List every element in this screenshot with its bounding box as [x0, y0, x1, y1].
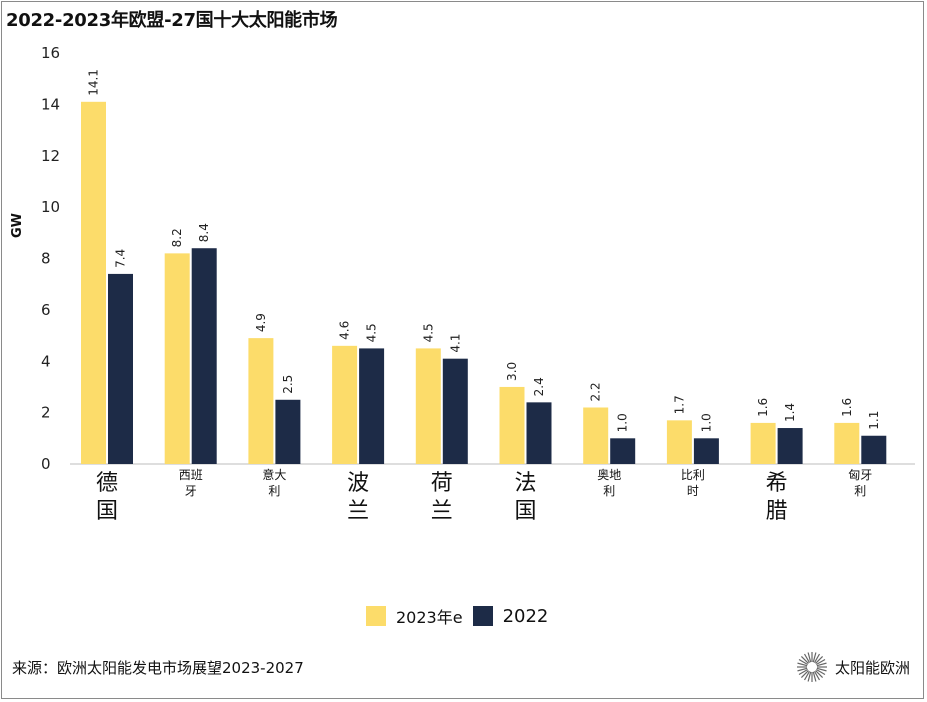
bar-2023: [164, 253, 190, 464]
y-tick-label: 0: [41, 455, 51, 473]
category-label: 西班: [179, 468, 203, 482]
y-tick-label: 8: [41, 250, 51, 268]
brand-logo: 太阳能欧洲: [795, 650, 910, 684]
data-label-2022: 2.5: [281, 375, 295, 394]
legend-swatch-2023: [366, 606, 386, 626]
category-label: 腊: [766, 499, 788, 524]
category-label: 兰: [347, 499, 369, 524]
bar-2023: [583, 407, 609, 464]
bar-2023: [499, 386, 525, 464]
bar-2022: [442, 358, 468, 464]
category-label: 意大: [262, 467, 286, 482]
data-label-2022: 1.0: [616, 413, 630, 432]
bar-2023: [81, 101, 106, 465]
y-tick-label: 2: [41, 404, 51, 422]
data-label-2022: 8.4: [197, 223, 211, 242]
chart-title: 2022-2023年欧盟-27国十大太阳能市场: [6, 10, 338, 31]
category-label: 奥地: [597, 468, 621, 482]
category-label: 法: [514, 471, 536, 496]
data-label-2022: 4.1: [448, 334, 462, 353]
category-label: 比利: [681, 468, 705, 482]
y-tick-label: 16: [41, 44, 60, 62]
bar-2022: [108, 273, 133, 464]
bar-2022: [275, 399, 301, 464]
bar-2023: [834, 422, 860, 464]
bar-2023: [415, 348, 441, 464]
bar-2022: [777, 428, 803, 464]
category-label: 国: [96, 499, 118, 524]
category-label: 牙: [185, 484, 197, 498]
bar-2023: [750, 422, 776, 464]
data-label-2022: 1.1: [867, 411, 881, 430]
bar-2022: [861, 435, 887, 464]
y-tick-label: 10: [41, 198, 60, 216]
y-tick-label: 4: [41, 352, 51, 370]
data-label-2022: 2.4: [532, 377, 546, 396]
bar-2023: [248, 338, 274, 464]
bar-2022: [359, 348, 385, 464]
category-label: 利: [603, 484, 615, 498]
y-tick-label: 12: [41, 147, 60, 165]
sunburst-logo-icon: [797, 652, 827, 682]
data-label-2022: 1.0: [699, 413, 713, 432]
bar-2022: [191, 248, 217, 464]
data-label-2023: 1.6: [840, 398, 854, 417]
category-label: 荷: [431, 471, 453, 496]
legend-label-2023: 2023年e: [396, 608, 463, 627]
category-label: 国: [514, 499, 536, 524]
bar-2023: [332, 345, 358, 464]
legend-item-2023: 2023年e: [366, 604, 463, 628]
category-label: 希: [766, 471, 788, 496]
brand-name: 太阳能欧洲: [835, 658, 911, 677]
source-note: 来源：欧洲太阳能发电市场展望2023-2027: [12, 659, 304, 677]
data-label-2023: 3.0: [505, 362, 519, 381]
category-label: 德: [96, 471, 118, 496]
data-label-2023: 8.2: [170, 228, 184, 247]
category-label: 兰: [431, 499, 453, 524]
data-label-2023: 14.1: [87, 69, 101, 96]
category-label: 利: [854, 484, 866, 498]
legend-swatch-2022: [472, 606, 493, 626]
y-tick-label: 14: [41, 95, 60, 113]
category-label: 匈牙: [848, 468, 872, 482]
data-label-2022: 4.5: [365, 323, 379, 342]
data-label-2023: 4.5: [421, 323, 435, 342]
bar-2023: [666, 420, 692, 464]
bar-2022: [693, 438, 719, 464]
data-label-2023: 4.6: [338, 321, 352, 340]
data-label-2023: 1.7: [672, 395, 686, 414]
legend-label-2022: 2022: [502, 605, 549, 627]
data-label-2023: 4.9: [254, 313, 268, 332]
bar-2022: [610, 438, 636, 464]
category-label: 时: [687, 484, 699, 498]
data-label-2022: 1.4: [783, 403, 797, 422]
category-label: 波: [347, 471, 369, 496]
y-tick-label: 6: [41, 301, 51, 319]
legend: 2023年e 2022: [366, 604, 548, 628]
legend-item-2022: 2022: [472, 605, 549, 627]
data-label-2022: 7.4: [114, 249, 128, 268]
bar-2022: [526, 402, 552, 464]
category-label: 利: [268, 484, 280, 498]
data-label-2023: 2.2: [589, 382, 603, 401]
data-label-2023: 1.6: [756, 398, 770, 417]
